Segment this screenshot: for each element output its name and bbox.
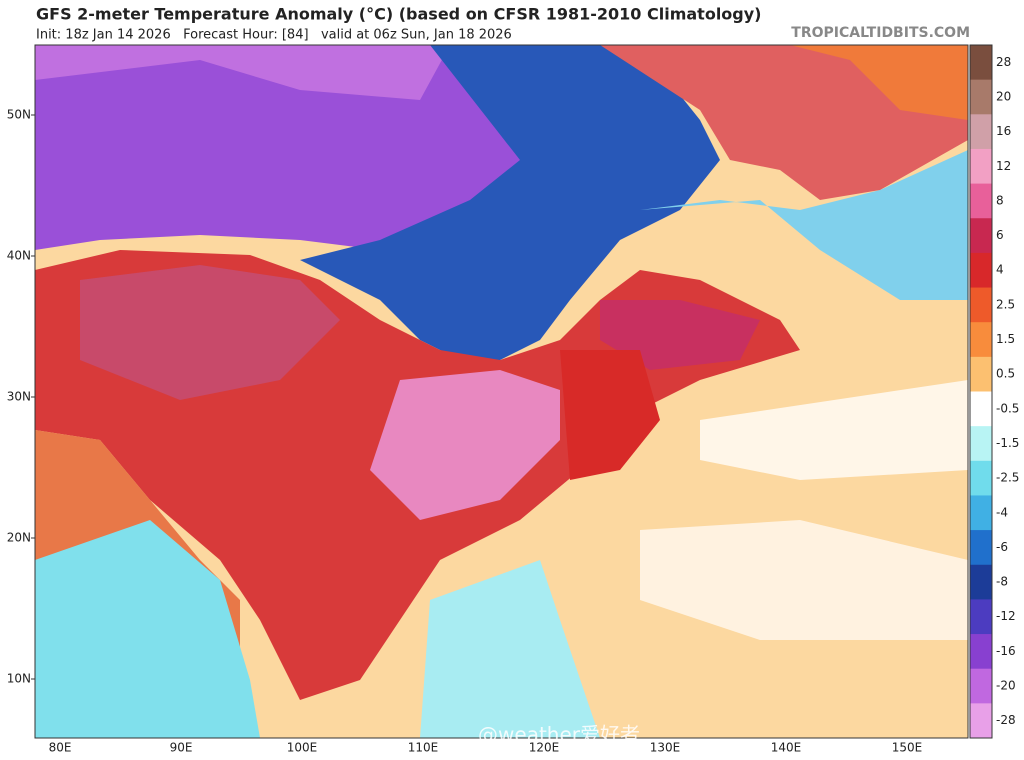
- colorbar-swatch: [970, 599, 992, 635]
- longitude-labels: 80E 90E 100E 110E 120E 130E 140E 150E: [49, 741, 923, 755]
- longitude-label: 130E: [650, 741, 681, 755]
- colorbar-label: -20: [996, 679, 1016, 693]
- longitude-label: 150E: [892, 741, 923, 755]
- longitude-label: 120E: [529, 741, 560, 755]
- colorbar-label: 2.5: [996, 297, 1015, 311]
- longitude-label: 80E: [49, 741, 72, 755]
- colorbar-swatch: [970, 218, 992, 254]
- longitude-label: 140E: [771, 741, 802, 755]
- colorbar: 28 20 16 12 8 6 4 2.5 1.5 0.5 -0.5 -1.5 -2.5 -4 -6 -8 -1…: [969, 44, 1019, 739]
- colorbar-swatch: [970, 183, 992, 219]
- colorbar-swatch: [970, 634, 992, 670]
- colorbar-swatch: [970, 426, 992, 462]
- colorbar-swatch: [970, 322, 992, 358]
- colorbar-label: -28: [996, 713, 1016, 727]
- colorbar-label: 20: [996, 89, 1011, 103]
- colorbar-swatch: [970, 530, 992, 566]
- latitude-label: 30N: [7, 390, 31, 404]
- colorbar-label: 6: [996, 228, 1004, 242]
- colorbar-label: -6: [996, 540, 1008, 554]
- colorbar-swatch: [970, 356, 992, 392]
- subtitle: Init: 18z Jan 14 2026 Forecast Hour: [84…: [36, 28, 512, 43]
- colorbar-swatch: [970, 495, 992, 531]
- map: [34, 44, 969, 739]
- colorbar-swatch: [970, 79, 992, 115]
- longitude-label: 100E: [287, 741, 318, 755]
- site-credit: TROPICALTIDBITS.COM: [791, 25, 970, 41]
- latitude-label: 20N: [7, 531, 31, 545]
- colorbar-swatch: [970, 460, 992, 496]
- colorbar-swatch: [970, 703, 992, 739]
- colorbar-swatch: [970, 564, 992, 600]
- colorbar-label: -4: [996, 505, 1008, 519]
- colorbar-label: 4: [996, 263, 1004, 277]
- latitude-label: 40N: [7, 249, 31, 263]
- colorbar-label: -16: [996, 644, 1016, 658]
- colorbar-label: 8: [996, 193, 1004, 207]
- colorbar-label: 12: [996, 159, 1011, 173]
- colorbar-swatch: [970, 252, 992, 289]
- longitude-label: 110E: [408, 741, 439, 755]
- colorbar-label: 16: [996, 124, 1011, 138]
- watermark: @weather爱好者: [478, 723, 640, 747]
- longitude-label: 90E: [170, 741, 193, 755]
- colorbar-swatch: [970, 391, 992, 427]
- colorbar-swatch: [970, 148, 992, 185]
- colorbar-swatch: [970, 114, 992, 150]
- colorbar-label: 1.5: [996, 332, 1015, 346]
- title: GFS 2-meter Temperature Anomaly (°C) (ba…: [36, 5, 762, 24]
- colorbar-swatch: [970, 287, 992, 323]
- colorbar-label: -0.5: [996, 401, 1019, 415]
- latitude-labels: 50N 40N 30N 20N 10N: [7, 108, 35, 686]
- latitude-label: 10N: [7, 672, 31, 686]
- colorbar-label: 28: [996, 55, 1011, 69]
- colorbar-label: 0.5: [996, 367, 1015, 381]
- colorbar-label: -1.5: [996, 436, 1019, 450]
- colorbar-swatch: [970, 45, 992, 81]
- colorbar-label: -12: [996, 609, 1016, 623]
- colorbar-frame: [969, 44, 993, 739]
- colorbar-label: -2.5: [996, 471, 1019, 485]
- colorbar-label: -8: [996, 575, 1008, 589]
- latitude-label: 50N: [7, 108, 31, 122]
- colorbar-swatch: [970, 668, 992, 704]
